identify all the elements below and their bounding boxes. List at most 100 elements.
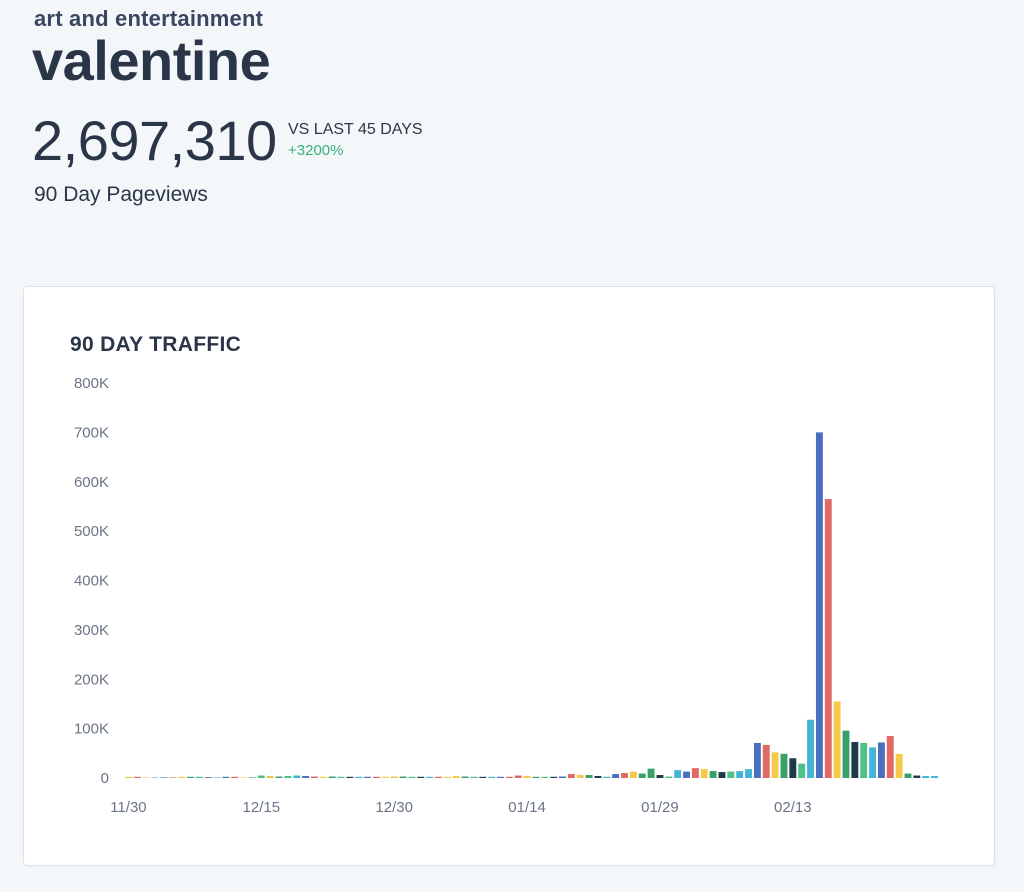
bar[interactable] xyxy=(842,730,850,778)
bar[interactable] xyxy=(567,774,575,778)
bar[interactable] xyxy=(691,768,699,778)
bar[interactable] xyxy=(736,771,744,778)
bar[interactable] xyxy=(700,769,708,778)
bar[interactable] xyxy=(860,742,868,778)
x-tick-label: 02/13 xyxy=(774,799,812,816)
bar[interactable] xyxy=(408,776,416,778)
bar[interactable] xyxy=(523,776,531,778)
bar[interactable] xyxy=(815,432,823,778)
bar[interactable] xyxy=(753,742,761,778)
bar[interactable] xyxy=(319,776,327,778)
bar[interactable] xyxy=(443,776,451,778)
traffic-card: 0 100K 200K 300K 400K 500K 600K 700K 800K 11/30 1… xyxy=(23,286,995,866)
bar[interactable] xyxy=(390,776,398,778)
bar[interactable] xyxy=(461,776,469,778)
bar[interactable] xyxy=(629,771,637,778)
y-tick-label: 500K xyxy=(74,523,109,540)
bar[interactable] xyxy=(886,736,894,778)
bar[interactable] xyxy=(417,776,425,778)
bar[interactable] xyxy=(346,776,354,778)
bar[interactable] xyxy=(789,758,797,778)
bar[interactable] xyxy=(718,772,726,778)
bar[interactable] xyxy=(248,777,256,778)
bar[interactable] xyxy=(745,769,752,778)
bar[interactable] xyxy=(727,771,735,778)
bar[interactable] xyxy=(213,777,221,778)
bar[interactable] xyxy=(505,776,513,778)
bar[interactable] xyxy=(621,773,628,778)
bar[interactable] xyxy=(656,775,664,778)
bar[interactable] xyxy=(186,776,194,778)
bar[interactable] xyxy=(240,777,248,778)
bar[interactable] xyxy=(612,774,620,778)
bar[interactable] xyxy=(922,776,930,778)
bar[interactable] xyxy=(833,701,841,778)
bar[interactable] xyxy=(798,763,806,778)
bar[interactable] xyxy=(559,776,566,778)
bar[interactable] xyxy=(541,776,549,778)
bar[interactable] xyxy=(709,771,717,778)
bar[interactable] xyxy=(381,776,389,778)
y-tick-label: 700K xyxy=(74,424,109,441)
bar[interactable] xyxy=(328,776,336,778)
bar[interactable] xyxy=(594,776,602,778)
y-tick-label: 800K xyxy=(74,375,109,392)
bar[interactable] xyxy=(355,776,363,778)
chart-title: 90 DAY TRAFFIC xyxy=(70,333,242,356)
bar[interactable] xyxy=(284,776,292,778)
bar[interactable] xyxy=(683,771,690,778)
bar[interactable] xyxy=(435,776,442,778)
bar[interactable] xyxy=(824,499,832,778)
bar[interactable] xyxy=(426,776,434,778)
bar[interactable] xyxy=(373,776,380,778)
bar[interactable] xyxy=(585,775,593,778)
bar[interactable] xyxy=(302,776,310,778)
bar[interactable] xyxy=(931,776,939,778)
bar[interactable] xyxy=(603,776,611,778)
bar[interactable] xyxy=(514,775,522,778)
bar[interactable] xyxy=(913,775,921,778)
bar[interactable] xyxy=(257,775,265,778)
bar[interactable] xyxy=(151,777,159,778)
bar[interactable] xyxy=(470,776,478,778)
bar[interactable] xyxy=(532,776,540,778)
bar[interactable] xyxy=(311,776,318,778)
bar[interactable] xyxy=(160,777,168,778)
bar[interactable] xyxy=(638,773,646,778)
bar[interactable] xyxy=(169,777,177,778)
bar[interactable] xyxy=(488,776,496,778)
bar[interactable] xyxy=(576,775,584,778)
bar[interactable] xyxy=(399,776,407,778)
bar[interactable] xyxy=(222,776,230,778)
bar[interactable] xyxy=(647,768,655,778)
bar[interactable] xyxy=(780,753,788,778)
bar[interactable] xyxy=(895,753,903,778)
bar[interactable] xyxy=(869,747,877,778)
bar[interactable] xyxy=(479,776,487,778)
bar[interactable] xyxy=(124,776,132,778)
bar[interactable] xyxy=(231,776,239,778)
bar[interactable] xyxy=(851,741,859,778)
bar[interactable] xyxy=(762,744,770,778)
bar[interactable] xyxy=(142,777,150,778)
bar[interactable] xyxy=(877,742,885,778)
bar[interactable] xyxy=(665,776,673,778)
y-tick-label: 0 xyxy=(101,770,109,787)
bar[interactable] xyxy=(807,719,815,778)
bar[interactable] xyxy=(337,776,345,778)
bar[interactable] xyxy=(293,775,301,778)
bar[interactable] xyxy=(204,777,212,778)
x-tick-label: 01/14 xyxy=(508,799,546,816)
bar[interactable] xyxy=(195,776,203,778)
bar[interactable] xyxy=(452,776,460,778)
bar[interactable] xyxy=(364,776,372,778)
bar[interactable] xyxy=(178,776,186,778)
bar[interactable] xyxy=(550,776,558,778)
bar[interactable] xyxy=(904,773,912,778)
bar[interactable] xyxy=(266,776,274,778)
bar[interactable] xyxy=(133,776,141,778)
bar[interactable] xyxy=(771,752,779,778)
bar[interactable] xyxy=(497,776,504,778)
bar[interactable] xyxy=(674,770,682,778)
bar[interactable] xyxy=(275,776,283,778)
